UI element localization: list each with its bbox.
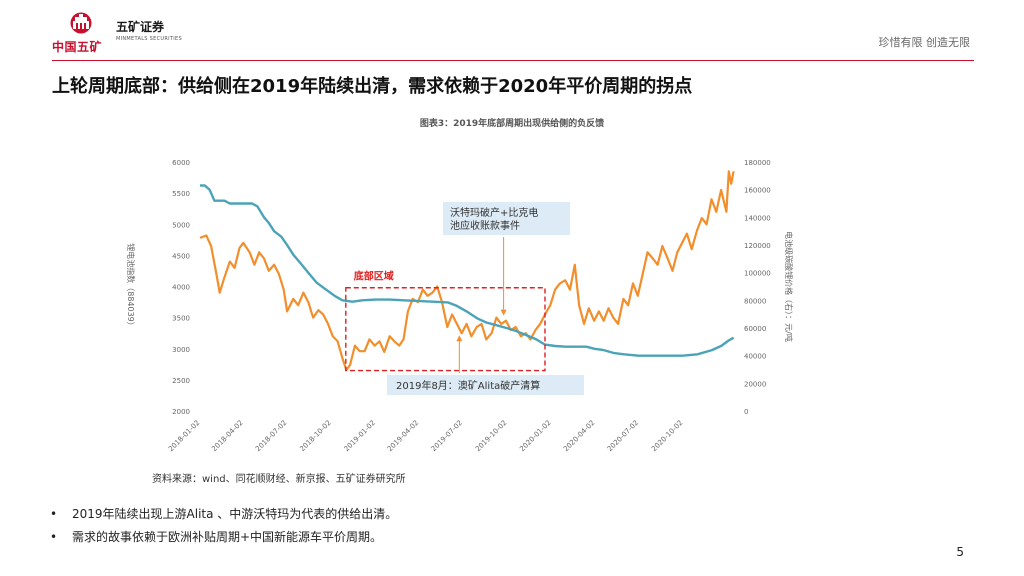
- bullet-text: 2019年陆续出现上游Alita 、中游沃特玛为代表的供给出清。: [72, 507, 398, 521]
- x-axis-tick-label: 2018-10-02: [298, 419, 332, 453]
- source-note: 资料来源：wind、同花顺财经、新京报、五矿证券研究所: [152, 474, 406, 485]
- callout-text-bottom: 2019年8月：澳矿Alita破产清算: [396, 379, 540, 392]
- right-axis-label: 电池级碳酸锂价格（右）：元/吨: [784, 231, 794, 342]
- battery-index-line: [199, 170, 735, 371]
- left-axis-tick-label: 4500: [172, 252, 190, 260]
- x-axis-tick-label: 2020-07-02: [606, 419, 640, 453]
- minmetals-emblem-icon: [70, 12, 92, 34]
- brand-name: 五矿证券: [116, 20, 165, 34]
- x-axis-tick-label: 2018-01-02: [167, 419, 201, 453]
- x-axis-tick-label: 2019-07-02: [430, 419, 464, 453]
- left-axis-label: 锂电池指数（884039）: [126, 243, 136, 330]
- right-axis-tick-label: 0: [744, 408, 748, 416]
- bottom-area-box: [345, 287, 546, 372]
- right-axis-tick-label: 120000: [744, 242, 771, 250]
- brand-name-en: MINMETALS SECURITIES: [116, 36, 182, 42]
- lithium-carbonate-price-line: [200, 184, 735, 357]
- bullet-item: • 2019年陆续出现上游Alita 、中游沃特玛为代表的供给出清。: [50, 506, 397, 529]
- slogan: 珍惜有限 创造无限: [878, 36, 971, 49]
- callout-box-bottom: [387, 375, 584, 395]
- x-axis-tick-label: 2018-04-02: [210, 419, 244, 453]
- x-axis-tick-label: 2019-01-02: [343, 419, 377, 453]
- left-axis-tick-label: 3500: [172, 315, 190, 323]
- page-title: 上轮周期底部：供给侧在2019年陆续出清，需求依赖于2020年平价周期的拐点: [52, 76, 693, 97]
- right-axis-tick-label: 80000: [744, 297, 766, 305]
- logo-text: 中国五矿: [52, 40, 103, 54]
- left-axis-tick-label: 4000: [172, 284, 190, 292]
- left-axis-tick-label: 2500: [172, 377, 190, 385]
- right-axis-tick-label: 160000: [744, 187, 771, 195]
- chart-title: 图表3：2019年底部周期出现供给侧的负反馈: [419, 119, 605, 129]
- callout-box-top: [443, 202, 570, 235]
- left-axis-tick-label: 5000: [172, 221, 190, 229]
- callout-arrowhead-bottom-icon: [456, 335, 463, 342]
- bottom-area-label: 底部区域: [354, 270, 394, 283]
- left-axis-tick-label: 5500: [172, 190, 190, 198]
- bullet-dot-icon: •: [50, 530, 58, 544]
- right-axis-tick-label: 140000: [744, 214, 771, 222]
- left-axis-tick-label: 2000: [172, 408, 190, 416]
- bullet-dot-icon: •: [50, 507, 58, 521]
- bullet-item: • 需求的故事依赖于欧洲补贴周期+中国新能源车平价周期。: [50, 529, 397, 552]
- callout-text-top: 池应收账款事件: [450, 219, 520, 232]
- right-axis-tick-label: 180000: [744, 159, 771, 167]
- x-axis-tick-label: 2019-04-02: [386, 419, 420, 453]
- bullet-text: 需求的故事依赖于欧洲补贴周期+中国新能源车平价周期。: [72, 530, 383, 544]
- x-axis-tick-label: 2020-10-02: [650, 419, 684, 453]
- right-axis-tick-label: 40000: [744, 353, 766, 361]
- x-axis-tick-label: 2020-04-02: [562, 419, 596, 453]
- brand-block: 五矿证券 MINMETALS SECURITIES: [116, 18, 182, 42]
- x-axis-tick-label: 2020-01-02: [518, 419, 552, 453]
- right-axis-tick-label: 100000: [744, 270, 771, 278]
- bullet-list: • 2019年陆续出现上游Alita 、中游沃特玛为代表的供给出清。 • 需求的…: [50, 506, 397, 552]
- right-axis-tick-label: 20000: [744, 380, 766, 388]
- logo: 中国五矿: [52, 12, 112, 56]
- page-number: 5: [956, 545, 964, 559]
- right-axis-tick-label: 60000: [744, 325, 766, 333]
- left-axis-tick-label: 6000: [172, 159, 190, 167]
- header-divider: [52, 60, 974, 61]
- x-axis-tick-label: 2019-10-02: [474, 419, 508, 453]
- left-axis-tick-label: 3000: [172, 346, 190, 354]
- x-axis-tick-label: 2018-07-02: [254, 419, 288, 453]
- callout-text-top: 沃特玛破产+比克电: [450, 206, 538, 219]
- callout-arrowhead-top-icon: [500, 309, 507, 316]
